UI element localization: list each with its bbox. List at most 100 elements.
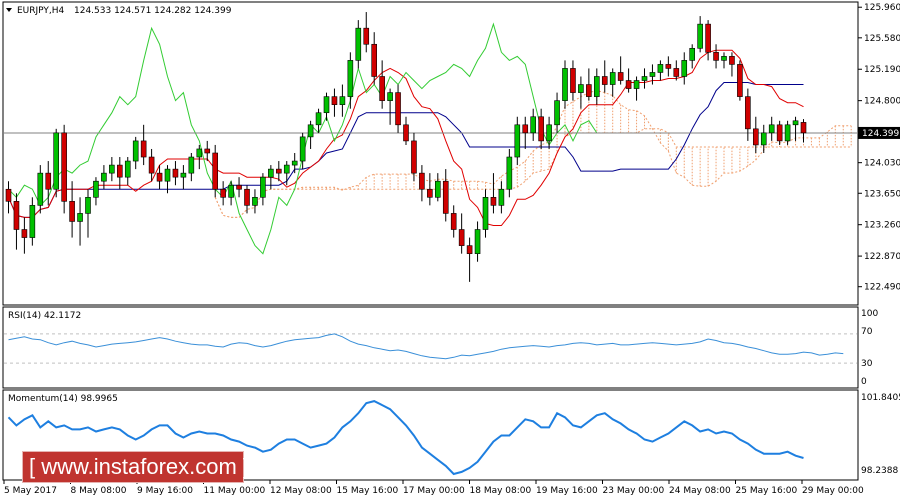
main-price-panel[interactable] xyxy=(2,1,859,306)
candle[interactable] xyxy=(562,60,568,109)
candle[interactable] xyxy=(506,148,513,198)
candle[interactable] xyxy=(283,161,290,186)
candle[interactable] xyxy=(339,84,346,117)
candle[interactable] xyxy=(148,148,155,182)
candle[interactable] xyxy=(117,157,123,190)
candle[interactable] xyxy=(379,60,385,109)
candle[interactable] xyxy=(450,205,457,238)
dropdown-triangle-icon[interactable] xyxy=(6,8,12,12)
candle[interactable] xyxy=(13,193,20,250)
candle[interactable] xyxy=(244,185,250,214)
candle[interactable] xyxy=(204,140,211,162)
candle[interactable] xyxy=(275,161,282,182)
candle[interactable] xyxy=(355,20,362,69)
candle[interactable] xyxy=(172,161,179,186)
candle[interactable] xyxy=(164,165,171,194)
candle[interactable] xyxy=(641,68,648,89)
candle[interactable] xyxy=(514,116,521,166)
candle[interactable] xyxy=(713,44,719,69)
candle[interactable] xyxy=(212,144,218,198)
candle[interactable] xyxy=(387,88,393,125)
candle[interactable] xyxy=(586,68,592,101)
candle[interactable] xyxy=(530,108,537,141)
candle[interactable] xyxy=(109,157,115,182)
candle[interactable] xyxy=(466,237,473,282)
candle[interactable] xyxy=(681,52,688,85)
candle[interactable] xyxy=(434,173,441,202)
candle[interactable] xyxy=(474,221,481,262)
candle[interactable] xyxy=(633,76,640,101)
candle[interactable] xyxy=(792,116,799,141)
candle[interactable] xyxy=(800,119,807,143)
candle[interactable] xyxy=(752,116,759,153)
candle[interactable] xyxy=(737,60,743,101)
candle[interactable] xyxy=(291,153,298,174)
candle[interactable] xyxy=(578,76,584,109)
candle[interactable] xyxy=(347,52,354,109)
candle[interactable] xyxy=(601,60,608,93)
candle[interactable] xyxy=(236,177,242,198)
candle[interactable] xyxy=(538,108,544,149)
candle[interactable] xyxy=(665,56,672,77)
candle[interactable] xyxy=(721,52,727,69)
candle[interactable] xyxy=(331,88,338,117)
candle[interactable] xyxy=(689,44,696,69)
candle[interactable] xyxy=(411,132,417,182)
candle[interactable] xyxy=(124,157,131,186)
candle[interactable] xyxy=(69,181,75,238)
candle[interactable] xyxy=(37,165,44,214)
candle[interactable] xyxy=(196,144,203,170)
candle[interactable] xyxy=(458,213,465,254)
candle[interactable] xyxy=(657,60,664,81)
candle[interactable] xyxy=(768,116,775,141)
candle[interactable] xyxy=(617,56,624,85)
candle[interactable] xyxy=(427,173,433,206)
candle[interactable] xyxy=(61,124,67,214)
candle[interactable] xyxy=(5,181,12,214)
candle[interactable] xyxy=(498,181,505,214)
candle[interactable] xyxy=(156,165,163,190)
candle[interactable] xyxy=(315,108,322,133)
candle[interactable] xyxy=(729,52,735,77)
candle[interactable] xyxy=(228,181,234,206)
candle[interactable] xyxy=(419,165,425,202)
candle[interactable] xyxy=(77,197,83,246)
candle[interactable] xyxy=(490,173,497,214)
candle[interactable] xyxy=(299,132,306,170)
candle[interactable] xyxy=(705,20,711,61)
candle[interactable] xyxy=(260,173,266,206)
candle[interactable] xyxy=(53,128,60,198)
candle[interactable] xyxy=(45,161,52,206)
candle[interactable] xyxy=(395,84,401,133)
candle[interactable] xyxy=(132,136,139,170)
candle[interactable] xyxy=(784,120,791,145)
candle[interactable] xyxy=(546,116,552,149)
candle[interactable] xyxy=(268,165,274,190)
candle[interactable] xyxy=(307,120,314,149)
candle[interactable] xyxy=(760,124,767,153)
candle[interactable] xyxy=(482,189,489,238)
candle[interactable] xyxy=(745,88,751,141)
candle[interactable] xyxy=(101,165,107,190)
candle[interactable] xyxy=(554,92,560,133)
candle[interactable] xyxy=(180,165,187,190)
candle[interactable] xyxy=(252,189,258,214)
candle[interactable] xyxy=(140,124,147,166)
candle[interactable] xyxy=(323,92,330,121)
candle[interactable] xyxy=(188,153,195,182)
candle[interactable] xyxy=(29,197,36,246)
candle[interactable] xyxy=(371,32,378,85)
candle[interactable] xyxy=(85,189,91,238)
candle[interactable] xyxy=(21,217,28,254)
candle[interactable] xyxy=(649,64,656,85)
candle[interactable] xyxy=(220,181,226,206)
candle[interactable] xyxy=(593,68,600,105)
candle[interactable] xyxy=(570,60,576,101)
candle[interactable] xyxy=(403,116,409,145)
candle[interactable] xyxy=(93,177,99,206)
candle[interactable] xyxy=(625,68,632,93)
candle[interactable] xyxy=(776,120,783,145)
rsi-panel[interactable] xyxy=(2,306,859,389)
candle[interactable] xyxy=(522,116,529,149)
candle[interactable] xyxy=(363,12,370,53)
